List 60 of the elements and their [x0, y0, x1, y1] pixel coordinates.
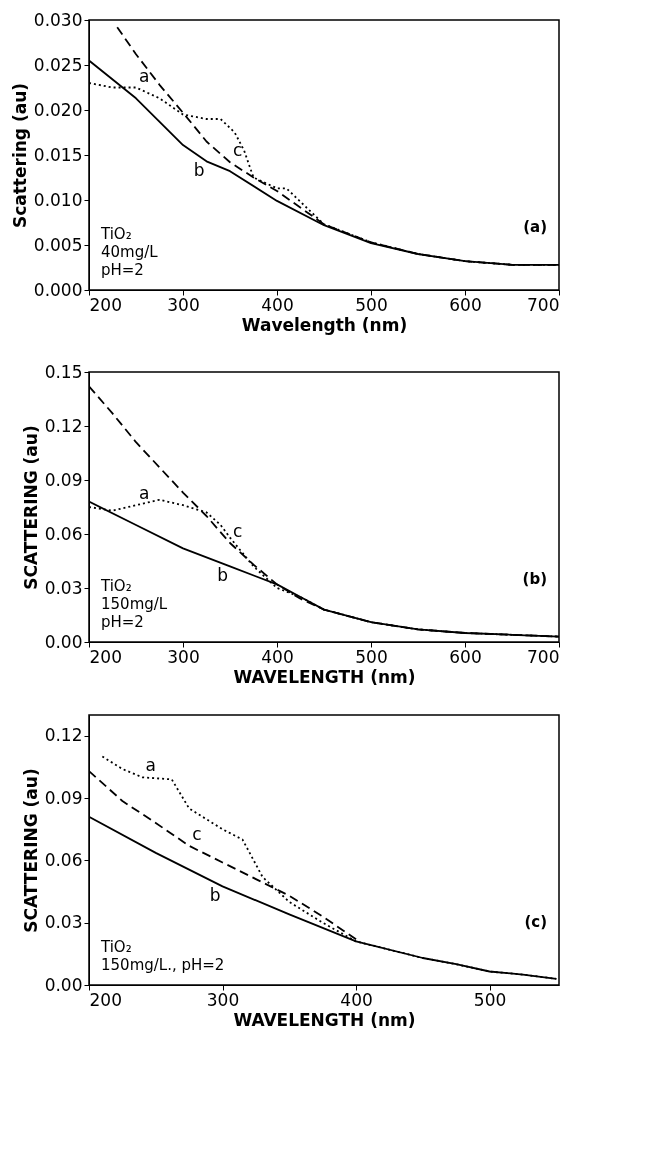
- series-label: b: [209, 885, 221, 906]
- annotation: TiO₂: [100, 938, 132, 956]
- y-tick-label: 0.12: [44, 725, 83, 746]
- x-tick-label: 400: [261, 646, 294, 667]
- y-tick-label: 0.06: [44, 523, 83, 544]
- y-axis-title: SCATTERING (au): [20, 768, 41, 933]
- y-tick-label: 0.03: [44, 577, 83, 598]
- annotation: 150mg/L., pH=2: [101, 956, 225, 974]
- series-label: c: [233, 521, 243, 541]
- x-tick-label: 400: [261, 294, 294, 315]
- series-label: c: [192, 823, 202, 844]
- y-axis-title: SCATTERING (au): [20, 425, 41, 590]
- x-tick-label: 700: [527, 646, 560, 667]
- y-tick-label: 0.12: [44, 415, 83, 436]
- x-tick-label: 300: [167, 646, 200, 667]
- annotation: 40mg/L: [101, 243, 159, 261]
- y-tick-label: 0.06: [44, 849, 83, 870]
- x-axis-title: WAVELENGTH (nm): [233, 666, 416, 687]
- y-tick-label: 0.030: [33, 9, 83, 30]
- y-tick-label: 0.015: [33, 144, 83, 165]
- y-axis-title: Scattering (au): [9, 82, 30, 229]
- annotation: (c): [524, 913, 547, 931]
- x-tick-label: 600: [449, 294, 482, 315]
- series-label: c: [233, 140, 243, 161]
- annotation: pH=2: [101, 261, 144, 279]
- series-label: a: [139, 483, 150, 504]
- annotation: 150mg/L: [101, 595, 168, 613]
- annotation: pH=2: [101, 613, 144, 631]
- x-tick-label: 300: [206, 989, 240, 1010]
- x-tick-label: 500: [473, 989, 507, 1010]
- y-tick-label: 0.03: [44, 912, 83, 933]
- x-tick-label: 400: [340, 989, 373, 1010]
- x-tick-label: 200: [89, 989, 122, 1010]
- x-tick-label: 500: [355, 646, 388, 667]
- y-tick-label: 0.00: [44, 974, 83, 995]
- x-tick-label: 700: [527, 294, 560, 315]
- y-tick-label: 0.005: [33, 234, 83, 255]
- y-tick-label: 0.025: [33, 54, 83, 75]
- annotation: (a): [523, 218, 547, 236]
- x-tick-label: 200: [89, 646, 122, 667]
- series-label: a: [145, 755, 156, 776]
- y-tick-label: 0.15: [44, 361, 83, 382]
- x-tick-label: 600: [449, 646, 482, 667]
- y-tick-label: 0.000: [33, 279, 83, 300]
- x-axis-title: Wavelength (nm): [241, 314, 408, 335]
- x-tick-label: 200: [89, 294, 122, 315]
- y-tick-label: 0.09: [44, 787, 83, 808]
- x-tick-label: 300: [167, 294, 200, 315]
- y-tick-label: 0.020: [33, 99, 83, 120]
- y-tick-label: 0.00: [44, 631, 83, 652]
- series-label: b: [193, 160, 205, 181]
- annotation: TiO₂: [100, 225, 132, 243]
- x-axis-title: WAVELENGTH (nm): [233, 1009, 416, 1030]
- y-tick-label: 0.010: [33, 189, 83, 210]
- annotation: (b): [522, 570, 547, 588]
- series-label: a: [139, 65, 150, 86]
- x-tick-label: 500: [355, 294, 388, 315]
- annotation: TiO₂: [100, 577, 132, 595]
- y-tick-label: 0.09: [44, 469, 83, 490]
- series-label: b: [217, 565, 228, 586]
